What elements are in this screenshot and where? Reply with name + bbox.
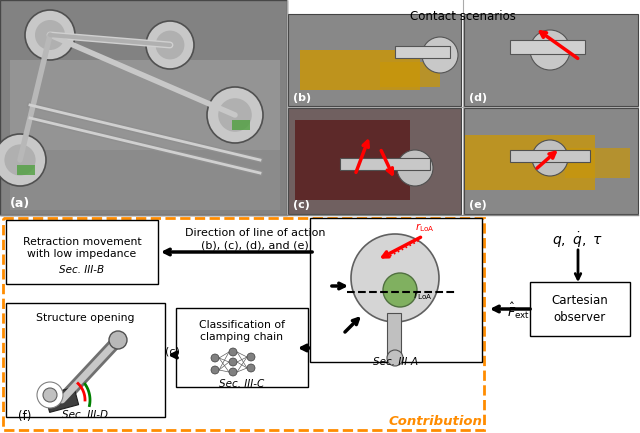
Circle shape bbox=[35, 20, 65, 50]
Text: (d): (d) bbox=[469, 93, 487, 103]
Bar bbox=[464, 108, 638, 214]
Text: $\hat{F}_\mathrm{ext}$: $\hat{F}_\mathrm{ext}$ bbox=[507, 301, 530, 321]
FancyBboxPatch shape bbox=[310, 218, 482, 362]
Bar bbox=[395, 46, 450, 58]
Text: Structure opening: Structure opening bbox=[36, 313, 134, 323]
Circle shape bbox=[156, 31, 184, 59]
Text: Cartesian
observer: Cartesian observer bbox=[552, 294, 609, 324]
Bar bbox=[380, 62, 440, 87]
Text: Classification of: Classification of bbox=[199, 320, 285, 330]
Bar bbox=[465, 135, 595, 190]
Circle shape bbox=[351, 234, 439, 322]
Text: $\mathit{r}_\mathrm{LoA}$: $\mathit{r}_\mathrm{LoA}$ bbox=[415, 221, 435, 234]
Bar bbox=[300, 50, 420, 90]
Bar bbox=[387, 313, 401, 358]
Bar bbox=[45, 387, 79, 412]
Text: $q,\ \dot{q},\ \tau$: $q,\ \dot{q},\ \tau$ bbox=[552, 230, 604, 250]
Circle shape bbox=[247, 364, 255, 372]
Bar bbox=[0, 0, 287, 215]
Bar bbox=[10, 60, 280, 210]
Text: Sec. III-D: Sec. III-D bbox=[62, 410, 108, 420]
Circle shape bbox=[37, 382, 63, 408]
Bar bbox=[288, 108, 461, 214]
Circle shape bbox=[532, 140, 568, 176]
Circle shape bbox=[229, 348, 237, 356]
Text: Direction of line of action: Direction of line of action bbox=[185, 228, 325, 238]
Circle shape bbox=[146, 21, 194, 69]
Text: Sec. III-A: Sec. III-A bbox=[373, 357, 419, 367]
Circle shape bbox=[211, 366, 219, 374]
Circle shape bbox=[207, 87, 263, 143]
Circle shape bbox=[43, 388, 57, 402]
Circle shape bbox=[229, 368, 237, 376]
Text: (c): (c) bbox=[293, 200, 310, 210]
Text: with low impedance: with low impedance bbox=[28, 249, 136, 259]
Bar bbox=[17, 165, 35, 175]
Circle shape bbox=[25, 10, 75, 60]
Bar bbox=[464, 14, 638, 106]
Text: Sec. III-B: Sec. III-B bbox=[60, 265, 104, 275]
Circle shape bbox=[383, 273, 417, 307]
FancyBboxPatch shape bbox=[6, 303, 165, 417]
Text: clamping chain: clamping chain bbox=[200, 332, 284, 342]
Bar bbox=[510, 40, 585, 54]
FancyBboxPatch shape bbox=[530, 282, 630, 336]
Text: $\mathit{r}_\mathrm{LoA}$: $\mathit{r}_\mathrm{LoA}$ bbox=[413, 289, 433, 302]
Text: (e): (e) bbox=[469, 200, 487, 210]
Bar bbox=[288, 14, 461, 106]
Text: (b), (c), (d), and (e): (b), (c), (d), and (e) bbox=[201, 240, 309, 250]
Circle shape bbox=[211, 354, 219, 362]
FancyBboxPatch shape bbox=[3, 218, 484, 430]
Text: (b): (b) bbox=[293, 93, 311, 103]
Bar bbox=[340, 158, 430, 170]
Circle shape bbox=[387, 350, 403, 366]
Circle shape bbox=[0, 134, 46, 186]
FancyBboxPatch shape bbox=[6, 220, 158, 284]
FancyBboxPatch shape bbox=[176, 308, 308, 387]
Circle shape bbox=[4, 144, 36, 176]
Text: (c): (c) bbox=[164, 347, 179, 357]
Bar bbox=[10, 60, 280, 150]
Text: Sec. III-C: Sec. III-C bbox=[220, 379, 264, 389]
Bar bbox=[0, 0, 287, 215]
Text: Contact scenarios: Contact scenarios bbox=[410, 10, 516, 23]
Bar bbox=[510, 150, 590, 162]
Circle shape bbox=[397, 150, 433, 186]
Text: Retraction movement: Retraction movement bbox=[22, 237, 141, 247]
Bar bbox=[295, 120, 410, 200]
Circle shape bbox=[229, 358, 237, 366]
Circle shape bbox=[422, 37, 458, 73]
Circle shape bbox=[530, 30, 570, 70]
Bar bbox=[565, 148, 630, 178]
Bar bbox=[232, 120, 250, 130]
Circle shape bbox=[218, 98, 252, 132]
Circle shape bbox=[247, 353, 255, 361]
Text: (f): (f) bbox=[18, 410, 31, 423]
Text: Contribution: Contribution bbox=[388, 415, 482, 428]
Text: (a): (a) bbox=[10, 197, 30, 210]
Circle shape bbox=[109, 331, 127, 349]
